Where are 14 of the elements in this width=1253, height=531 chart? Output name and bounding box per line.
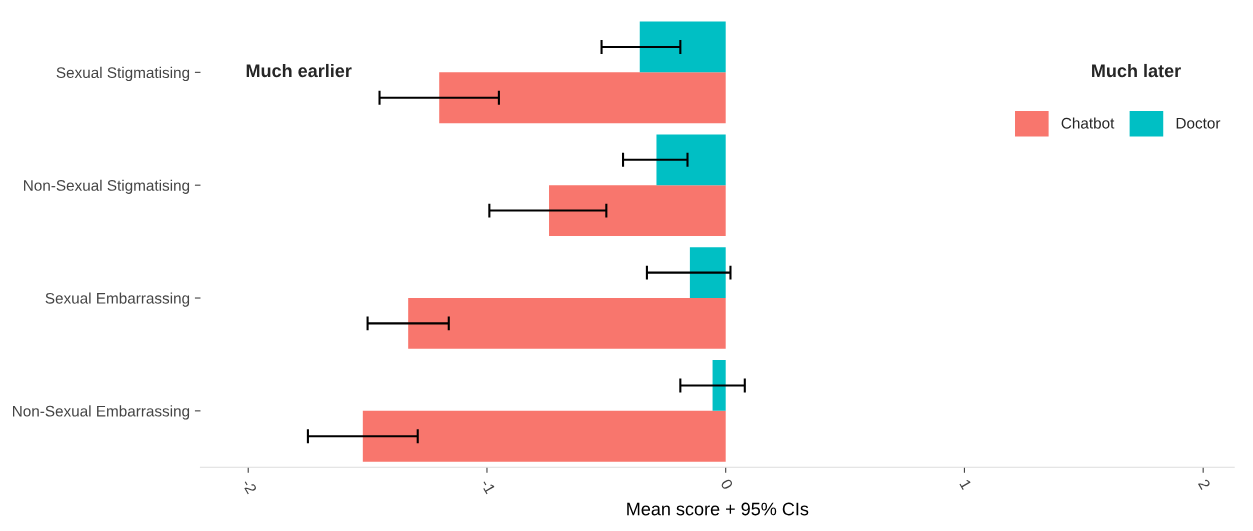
legend-label: Doctor — [1176, 117, 1221, 129]
x-tick-label: -2 — [241, 478, 258, 495]
y-tick-label: Sexual Embarrassing — [45, 292, 190, 307]
y-tick-label: Non-Sexual Stigmatising — [24, 179, 190, 194]
x-tick-label: 1 — [959, 478, 972, 490]
x-tick-label: 0 — [720, 478, 734, 491]
x-tick-label: 2 — [1198, 478, 1211, 490]
y-tick-label: Sexual Stigmatising — [56, 66, 190, 82]
annotation: Much later — [1092, 63, 1181, 78]
x-axis-title: Mean score + 95% CIs — [627, 502, 809, 516]
annotation: Much earlier — [246, 63, 352, 78]
y-tick-label: Non-Sexual Embarrassing — [13, 405, 190, 420]
x-tick-label: -1 — [480, 478, 496, 495]
legend-label: Chatbot — [1061, 117, 1115, 129]
